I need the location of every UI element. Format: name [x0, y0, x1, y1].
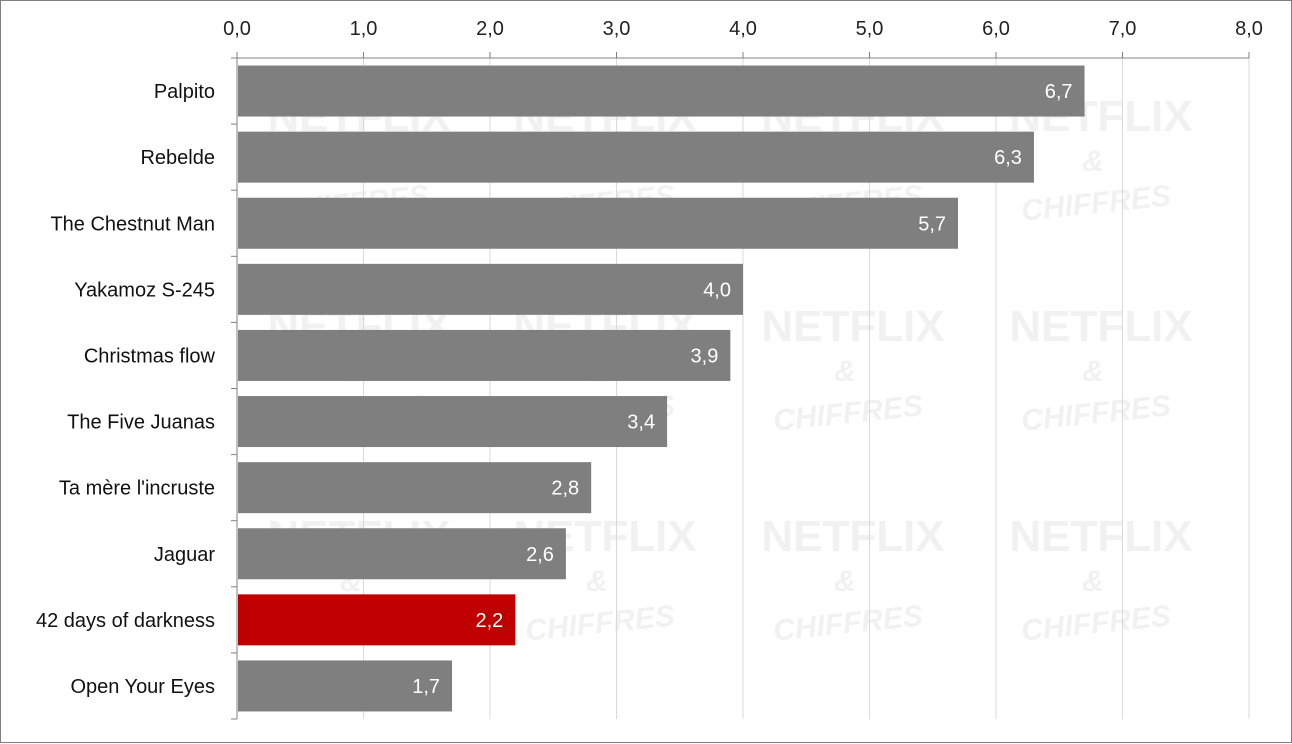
- category-label: Yakamoz S-245: [74, 279, 215, 301]
- bar: [238, 660, 453, 712]
- x-tick-label: 4,0: [729, 18, 757, 40]
- bar: [238, 594, 516, 646]
- watermark-amp: &: [834, 355, 856, 388]
- watermark-subtitle: CHIFFRES: [1020, 179, 1173, 227]
- watermark-subtitle: CHIFFRES: [772, 389, 925, 437]
- labels: Palpito 6,7 Rebelde 6,3 The Chestnut Man 5,7 Y…: [36, 81, 1073, 698]
- category-label: The Chestnut Man: [50, 213, 215, 235]
- watermark-amp: &: [834, 565, 856, 598]
- data-label: 2,6: [526, 544, 554, 566]
- data-label: 5,7: [918, 213, 946, 235]
- watermark-amp: &: [1082, 355, 1104, 388]
- bar: [238, 65, 1085, 117]
- watermark-subtitle: CHIFFRES: [1020, 599, 1173, 647]
- category-label: Rebelde: [140, 147, 215, 169]
- category-label: The Five Juanas: [67, 412, 215, 434]
- x-tick-label: 0,0: [223, 18, 251, 40]
- data-label: 2,8: [551, 478, 579, 500]
- x-tick-label: 5,0: [856, 18, 884, 40]
- watermark-amp: &: [1082, 145, 1104, 178]
- watermark-title: NETFLIX: [761, 512, 944, 561]
- x-tick-label: 1,0: [350, 18, 378, 40]
- bar: [238, 329, 731, 381]
- bar: [238, 462, 592, 514]
- category-label: Palpito: [154, 81, 215, 103]
- watermark-amp: &: [586, 565, 608, 598]
- data-label: 4,0: [703, 279, 731, 301]
- x-tick-label: 2,0: [476, 18, 504, 40]
- watermark: NETFLIX &CHIFFRES: [1009, 302, 1192, 438]
- category-label: Ta mère l'incruste: [59, 478, 215, 500]
- x-tick-label: 3,0: [603, 18, 631, 40]
- watermark: NETFLIX &CHIFFRES: [761, 302, 944, 438]
- bar: [238, 197, 959, 249]
- watermark: NETFLIX &CHIFFRES: [1009, 512, 1192, 648]
- x-tick-label: 8,0: [1235, 18, 1263, 40]
- watermark-subtitle: CHIFFRES: [772, 599, 925, 647]
- data-label: 3,9: [691, 345, 719, 367]
- watermark-title: NETFLIX: [1009, 512, 1192, 561]
- bars: [238, 65, 1085, 712]
- bar: [238, 396, 668, 448]
- data-label: 3,4: [627, 412, 655, 434]
- data-label: 6,7: [1045, 81, 1073, 103]
- data-label: 6,3: [994, 147, 1022, 169]
- x-tick-label: 6,0: [982, 18, 1010, 40]
- category-label: 42 days of darkness: [36, 610, 215, 632]
- x-tick-label: 7,0: [1109, 18, 1137, 40]
- bar: [238, 131, 1034, 183]
- bar: [238, 263, 743, 315]
- watermark-title: NETFLIX: [1009, 302, 1192, 351]
- category-label: Christmas flow: [84, 345, 216, 367]
- watermark-amp: &: [1082, 565, 1104, 598]
- data-label: 2,2: [475, 610, 503, 632]
- watermark-subtitle: CHIFFRES: [1020, 389, 1173, 437]
- category-label: Jaguar: [154, 544, 215, 566]
- watermark-title: NETFLIX: [761, 302, 944, 351]
- axes: 0,0 1,0 2,0 3,0 4,0 5,0 6,0 7,0 8,0: [223, 18, 1263, 720]
- category-label: Open Your Eyes: [70, 676, 215, 698]
- data-label: 1,7: [412, 676, 440, 698]
- bar: [238, 528, 566, 580]
- watermark: NETFLIX &CHIFFRES: [761, 512, 944, 648]
- watermark-subtitle: CHIFFRES: [524, 599, 677, 647]
